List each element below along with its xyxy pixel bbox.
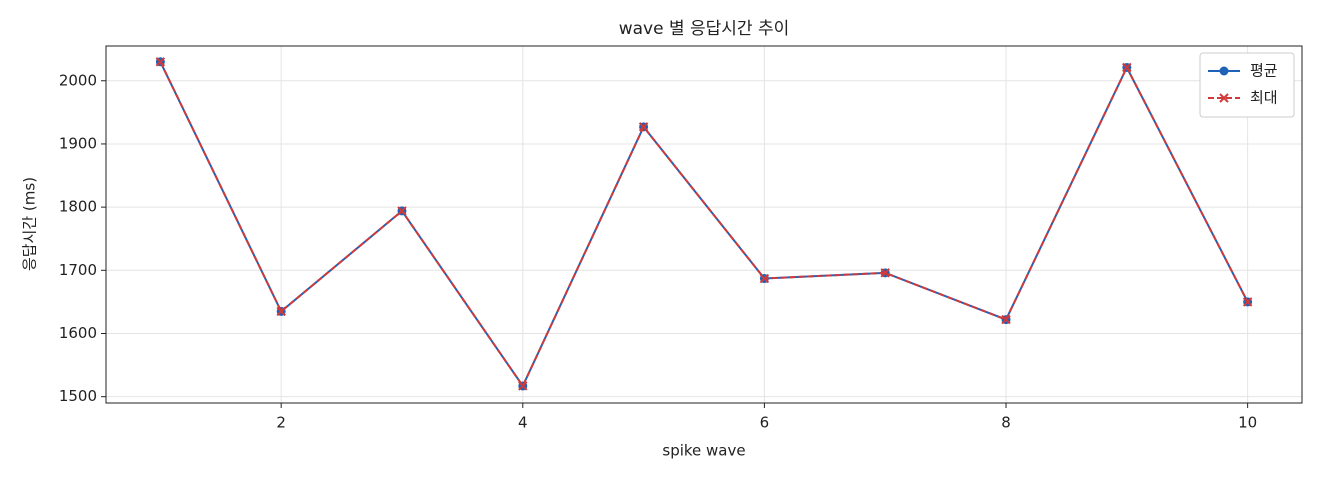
- y-tick-label: 1900: [59, 134, 97, 152]
- legend-box: [1199, 52, 1295, 118]
- legend-marker: [1219, 66, 1229, 76]
- marker: [1242, 297, 1253, 307]
- y-tick-label: 1600: [59, 324, 97, 342]
- marker: [880, 268, 890, 278]
- y-axis-label: 응답시간 (ms): [21, 177, 39, 271]
- marker: [397, 206, 407, 216]
- y-tick-label: 2000: [59, 71, 97, 89]
- marker: [518, 381, 528, 391]
- legend-label: 최대: [1250, 89, 1278, 107]
- y-tick-label: 1700: [59, 261, 97, 279]
- plot-frame: [105, 45, 1303, 404]
- marker: [759, 273, 770, 284]
- x-axis-label: spike wave: [662, 442, 745, 460]
- x-tick-label: 8: [1001, 414, 1011, 432]
- chart-title: wave 별 응답시간 추이: [619, 19, 790, 39]
- line: [159, 61, 1249, 388]
- x-tick-label: 4: [518, 414, 528, 432]
- marker: [1001, 314, 1011, 325]
- legend-marker: [1219, 93, 1229, 103]
- marker: [155, 57, 166, 67]
- x-tick-label: 2: [276, 414, 286, 432]
- x-tick-label: 10: [1238, 414, 1257, 432]
- marker: [1122, 62, 1132, 73]
- legend-label: 평균: [1250, 62, 1278, 80]
- y-tick-label: 1800: [59, 198, 97, 216]
- y-tick-label: 1500: [59, 387, 97, 405]
- x-tick-label: 6: [760, 414, 770, 432]
- marker: [638, 122, 649, 132]
- marker: [276, 306, 286, 317]
